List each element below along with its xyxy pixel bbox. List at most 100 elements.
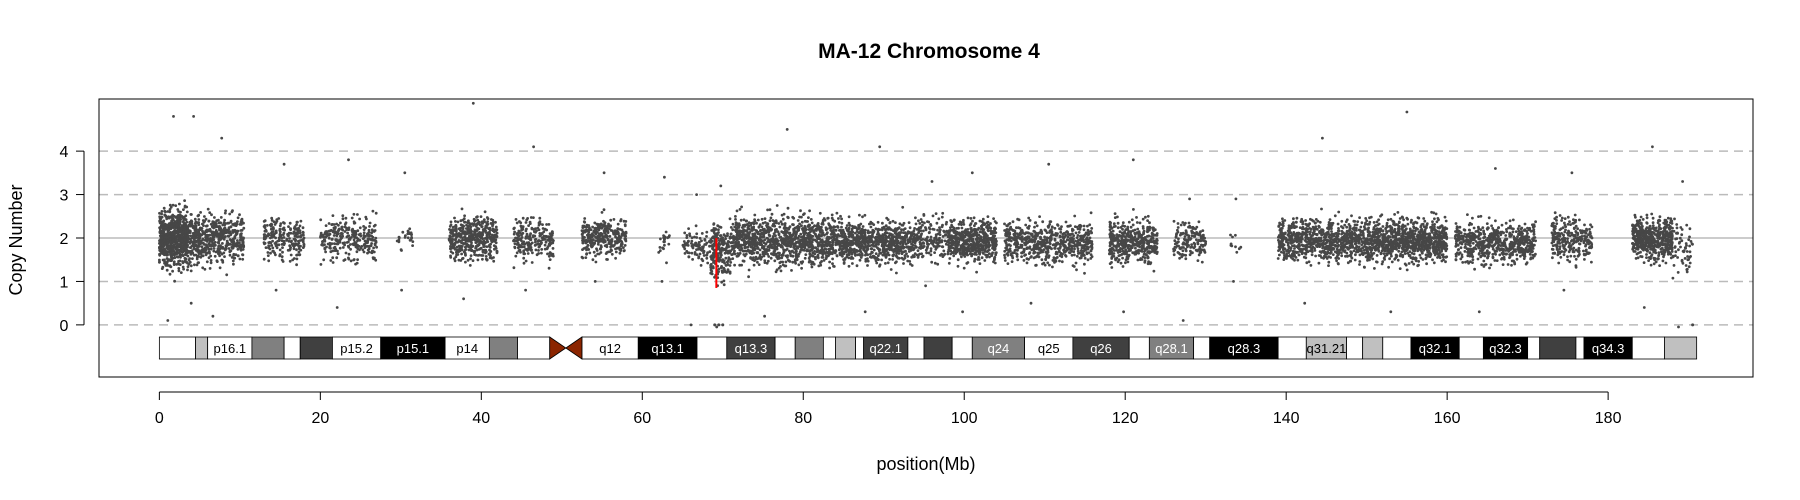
data-point — [371, 209, 375, 213]
data-point — [610, 252, 614, 256]
data-point — [166, 319, 170, 322]
data-point — [745, 241, 748, 245]
data-point — [406, 232, 410, 236]
data-point — [581, 256, 585, 260]
data-point — [756, 246, 760, 250]
data-point — [779, 269, 783, 273]
data-point — [807, 249, 811, 253]
data-point — [341, 241, 345, 245]
data-point — [170, 253, 174, 257]
data-point — [845, 247, 849, 250]
data-point — [512, 266, 516, 270]
data-point — [837, 248, 841, 252]
data-point — [462, 242, 465, 246]
data-point — [340, 225, 344, 229]
data-point — [780, 256, 784, 260]
data-point — [344, 216, 348, 220]
data-point — [185, 210, 189, 214]
data-point — [197, 255, 201, 258]
data-point — [181, 265, 185, 269]
data-point — [264, 236, 267, 240]
data-point — [522, 249, 526, 253]
data-point — [455, 228, 458, 232]
data-point — [763, 259, 767, 262]
data-point — [588, 251, 592, 255]
data-point — [481, 228, 485, 231]
data-point — [830, 216, 834, 220]
data-point — [205, 260, 209, 264]
data-point — [886, 218, 890, 222]
data-point — [269, 241, 273, 245]
data-point — [355, 245, 359, 249]
data-point — [218, 254, 222, 258]
data-point — [186, 236, 190, 240]
data-point — [473, 219, 476, 223]
data-point — [623, 224, 627, 228]
data-point — [335, 234, 339, 238]
data-point — [715, 325, 719, 329]
data-point — [885, 227, 889, 231]
data-point — [448, 225, 452, 228]
data-point — [761, 221, 765, 225]
data-point — [870, 247, 874, 251]
data-point — [744, 233, 748, 237]
data-point — [167, 245, 171, 249]
data-point — [186, 240, 190, 243]
data-point — [733, 225, 737, 229]
data-point — [458, 232, 462, 236]
data-point — [879, 251, 883, 255]
data-point — [223, 255, 226, 258]
data-point — [717, 228, 720, 232]
data-point — [279, 222, 283, 226]
data-point — [866, 257, 869, 260]
data-point — [282, 236, 286, 239]
data-point — [274, 288, 278, 292]
data-point — [602, 229, 606, 233]
data-point — [736, 229, 739, 233]
data-point — [883, 231, 887, 235]
data-point — [173, 232, 177, 235]
data-point — [480, 221, 484, 224]
data-point — [281, 250, 284, 254]
data-point — [474, 253, 478, 257]
data-point — [476, 218, 480, 222]
data-point — [179, 227, 183, 230]
data-point — [513, 242, 517, 246]
data-point — [178, 248, 182, 252]
data-point — [173, 229, 177, 232]
data-point — [750, 221, 753, 225]
data-point — [701, 247, 705, 250]
data-point — [832, 228, 835, 232]
data-point — [158, 219, 162, 223]
data-point — [797, 225, 801, 229]
data-point — [452, 243, 456, 247]
data-point — [784, 260, 788, 264]
data-point — [200, 245, 204, 249]
data-point — [345, 228, 349, 232]
data-point — [820, 222, 824, 226]
data-point — [367, 228, 371, 232]
data-point — [538, 216, 542, 220]
data-point — [289, 253, 293, 257]
data-point — [851, 262, 854, 265]
data-point — [181, 261, 185, 265]
data-point — [831, 251, 834, 255]
data-point — [790, 269, 793, 272]
data-point — [160, 267, 164, 270]
data-point — [719, 184, 723, 188]
data-point — [494, 225, 498, 229]
data-point — [297, 226, 301, 230]
data-point — [292, 237, 296, 241]
data-point — [753, 218, 756, 222]
data-point — [797, 234, 801, 238]
data-point — [739, 230, 743, 234]
data-point — [324, 250, 327, 254]
data-point — [485, 226, 489, 229]
data-point — [271, 246, 275, 250]
data-point — [526, 241, 530, 245]
data-point — [475, 239, 479, 242]
data-point — [534, 248, 538, 252]
data-point — [172, 115, 175, 118]
data-point — [234, 233, 238, 237]
data-point — [804, 226, 807, 230]
